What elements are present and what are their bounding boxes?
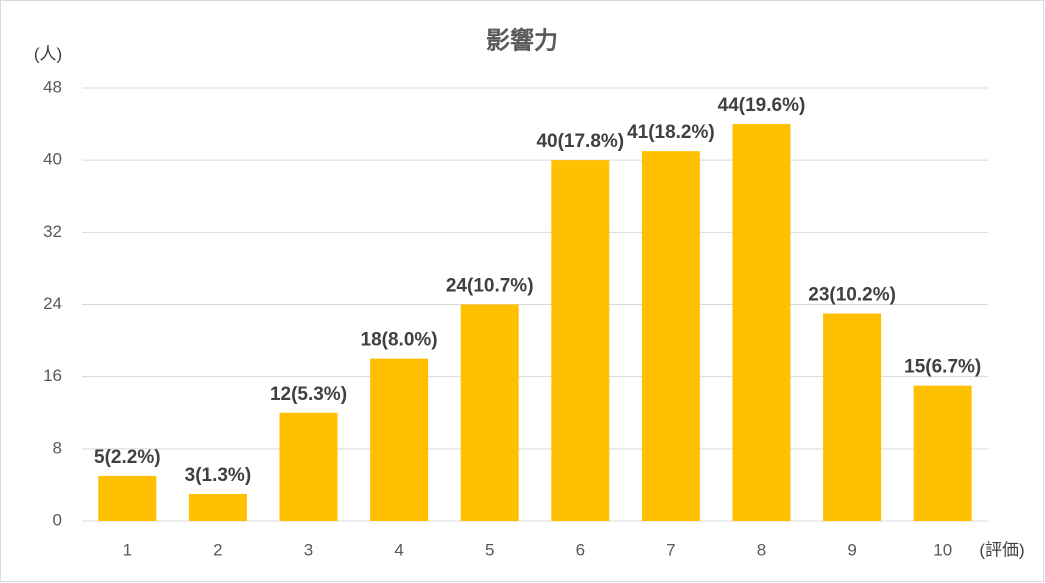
chart-title: 影響力 — [486, 26, 558, 54]
x-tick-label: 6 — [576, 540, 585, 559]
x-tick-label: 1 — [123, 540, 132, 559]
y-tick-label: 40 — [43, 150, 62, 169]
value-label: 40(17.8%) — [536, 131, 624, 152]
y-tick-label: 24 — [43, 294, 62, 313]
value-label: 18(8.0%) — [361, 330, 438, 351]
y-tick-label: 0 — [53, 510, 62, 529]
x-tick-label: 9 — [847, 540, 856, 559]
y-tick-label: 48 — [43, 77, 62, 96]
value-label: 23(10.2%) — [808, 285, 896, 306]
value-label: 3(1.3%) — [185, 465, 252, 486]
x-tick-label: 8 — [757, 540, 766, 559]
bar — [641, 151, 700, 522]
value-label: 12(5.3%) — [270, 384, 347, 405]
value-label: 41(18.2%) — [627, 122, 715, 143]
x-tick-label: 2 — [213, 540, 222, 559]
x-tick-label: 5 — [485, 540, 494, 559]
bar — [188, 493, 247, 521]
bar — [370, 358, 429, 521]
value-label: 24(10.7%) — [446, 276, 534, 297]
bar — [823, 313, 882, 521]
y-tick-label: 32 — [43, 222, 62, 241]
bar — [460, 304, 519, 521]
value-label: 44(19.6%) — [718, 95, 806, 116]
value-label: 5(2.2%) — [94, 447, 161, 468]
value-label: 15(6.7%) — [904, 357, 981, 378]
y-axis-title: (人) — [34, 44, 62, 63]
bar — [732, 124, 791, 521]
bar — [913, 385, 972, 521]
x-tick-label: 10 — [933, 540, 952, 559]
bar — [551, 160, 610, 521]
bar — [279, 412, 338, 521]
y-tick-label: 8 — [53, 438, 62, 457]
x-axis-title: (評価) — [979, 540, 1024, 559]
bar — [98, 475, 157, 521]
y-tick-label: 16 — [43, 366, 62, 385]
x-tick-label: 3 — [304, 540, 313, 559]
x-tick-label: 7 — [666, 540, 675, 559]
x-tick-label: 4 — [394, 540, 403, 559]
